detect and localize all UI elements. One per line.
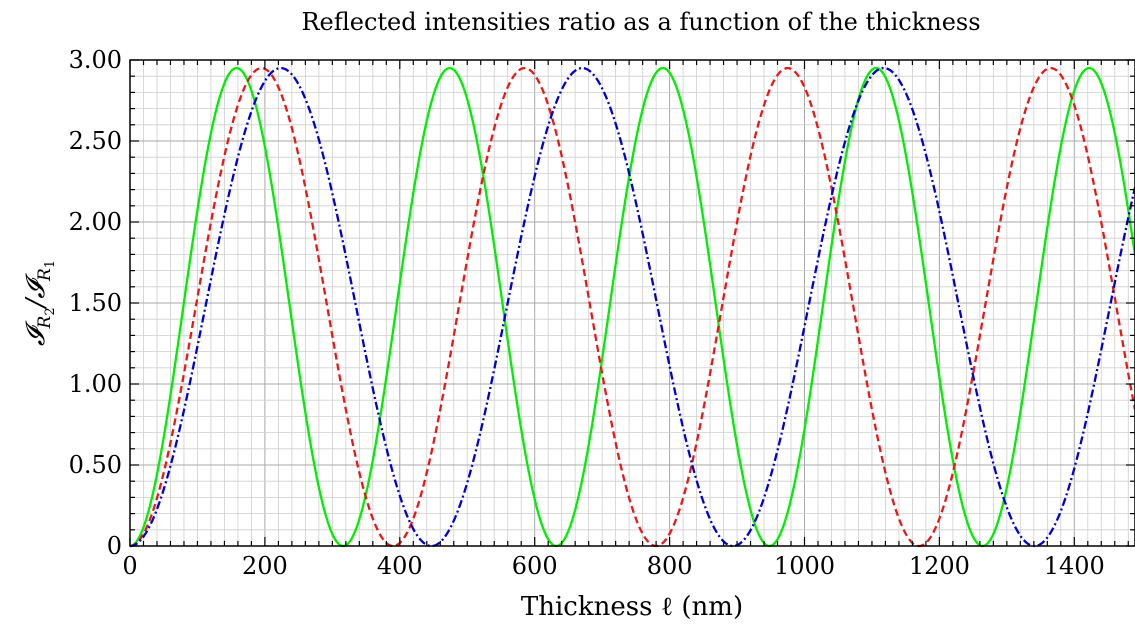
series-line-3 <box>129 66 1135 548</box>
y-tick-labels: 0 0.50 1.00 1.50 2.00 2.50 3.00 <box>69 46 122 560</box>
y-axis-label: 𝓘R2/𝓘R1 <box>21 260 58 346</box>
x-tick-label: 600 <box>512 552 558 580</box>
x-tick-label: 1400 <box>1044 552 1105 580</box>
y-tick-label: 1.00 <box>69 370 122 398</box>
x-tick-label: 1200 <box>909 552 970 580</box>
svg-text:𝓘R2/𝓘R1: 𝓘R2/𝓘R1 <box>21 260 58 346</box>
x-tick-label: 800 <box>647 552 693 580</box>
y-label-sub-1: 1 <box>43 260 58 268</box>
x-tick-label: 400 <box>377 552 423 580</box>
y-label-sub-2: 2 <box>43 307 58 315</box>
y-label-sub-r2: R <box>35 315 55 329</box>
y-tick-label: 2.50 <box>69 127 122 155</box>
y-label-sub-r1: R <box>35 268 55 282</box>
x-axis-label: Thickness ℓ (nm) <box>521 592 743 622</box>
y-tick-label: 0 <box>107 532 122 560</box>
axis-ticks <box>129 59 1135 547</box>
y-tick-label: 3.00 <box>69 46 122 74</box>
plot-series <box>129 66 1135 548</box>
x-tick-label: 200 <box>242 552 288 580</box>
y-tick-label: 0.50 <box>69 451 122 479</box>
y-tick-label: 2.00 <box>69 208 122 236</box>
x-tick-labels: 0 200 400 600 800 1000 1200 1400 <box>122 552 1104 580</box>
series-line-1 <box>129 66 1135 548</box>
x-tick-label: 0 <box>122 552 137 580</box>
chart-title: Reflected intensities ratio as a functio… <box>301 8 980 36</box>
x-tick-label: 1000 <box>774 552 835 580</box>
y-tick-label: 1.50 <box>69 289 122 317</box>
series-line-2 <box>129 66 1135 548</box>
grid <box>129 59 1135 547</box>
